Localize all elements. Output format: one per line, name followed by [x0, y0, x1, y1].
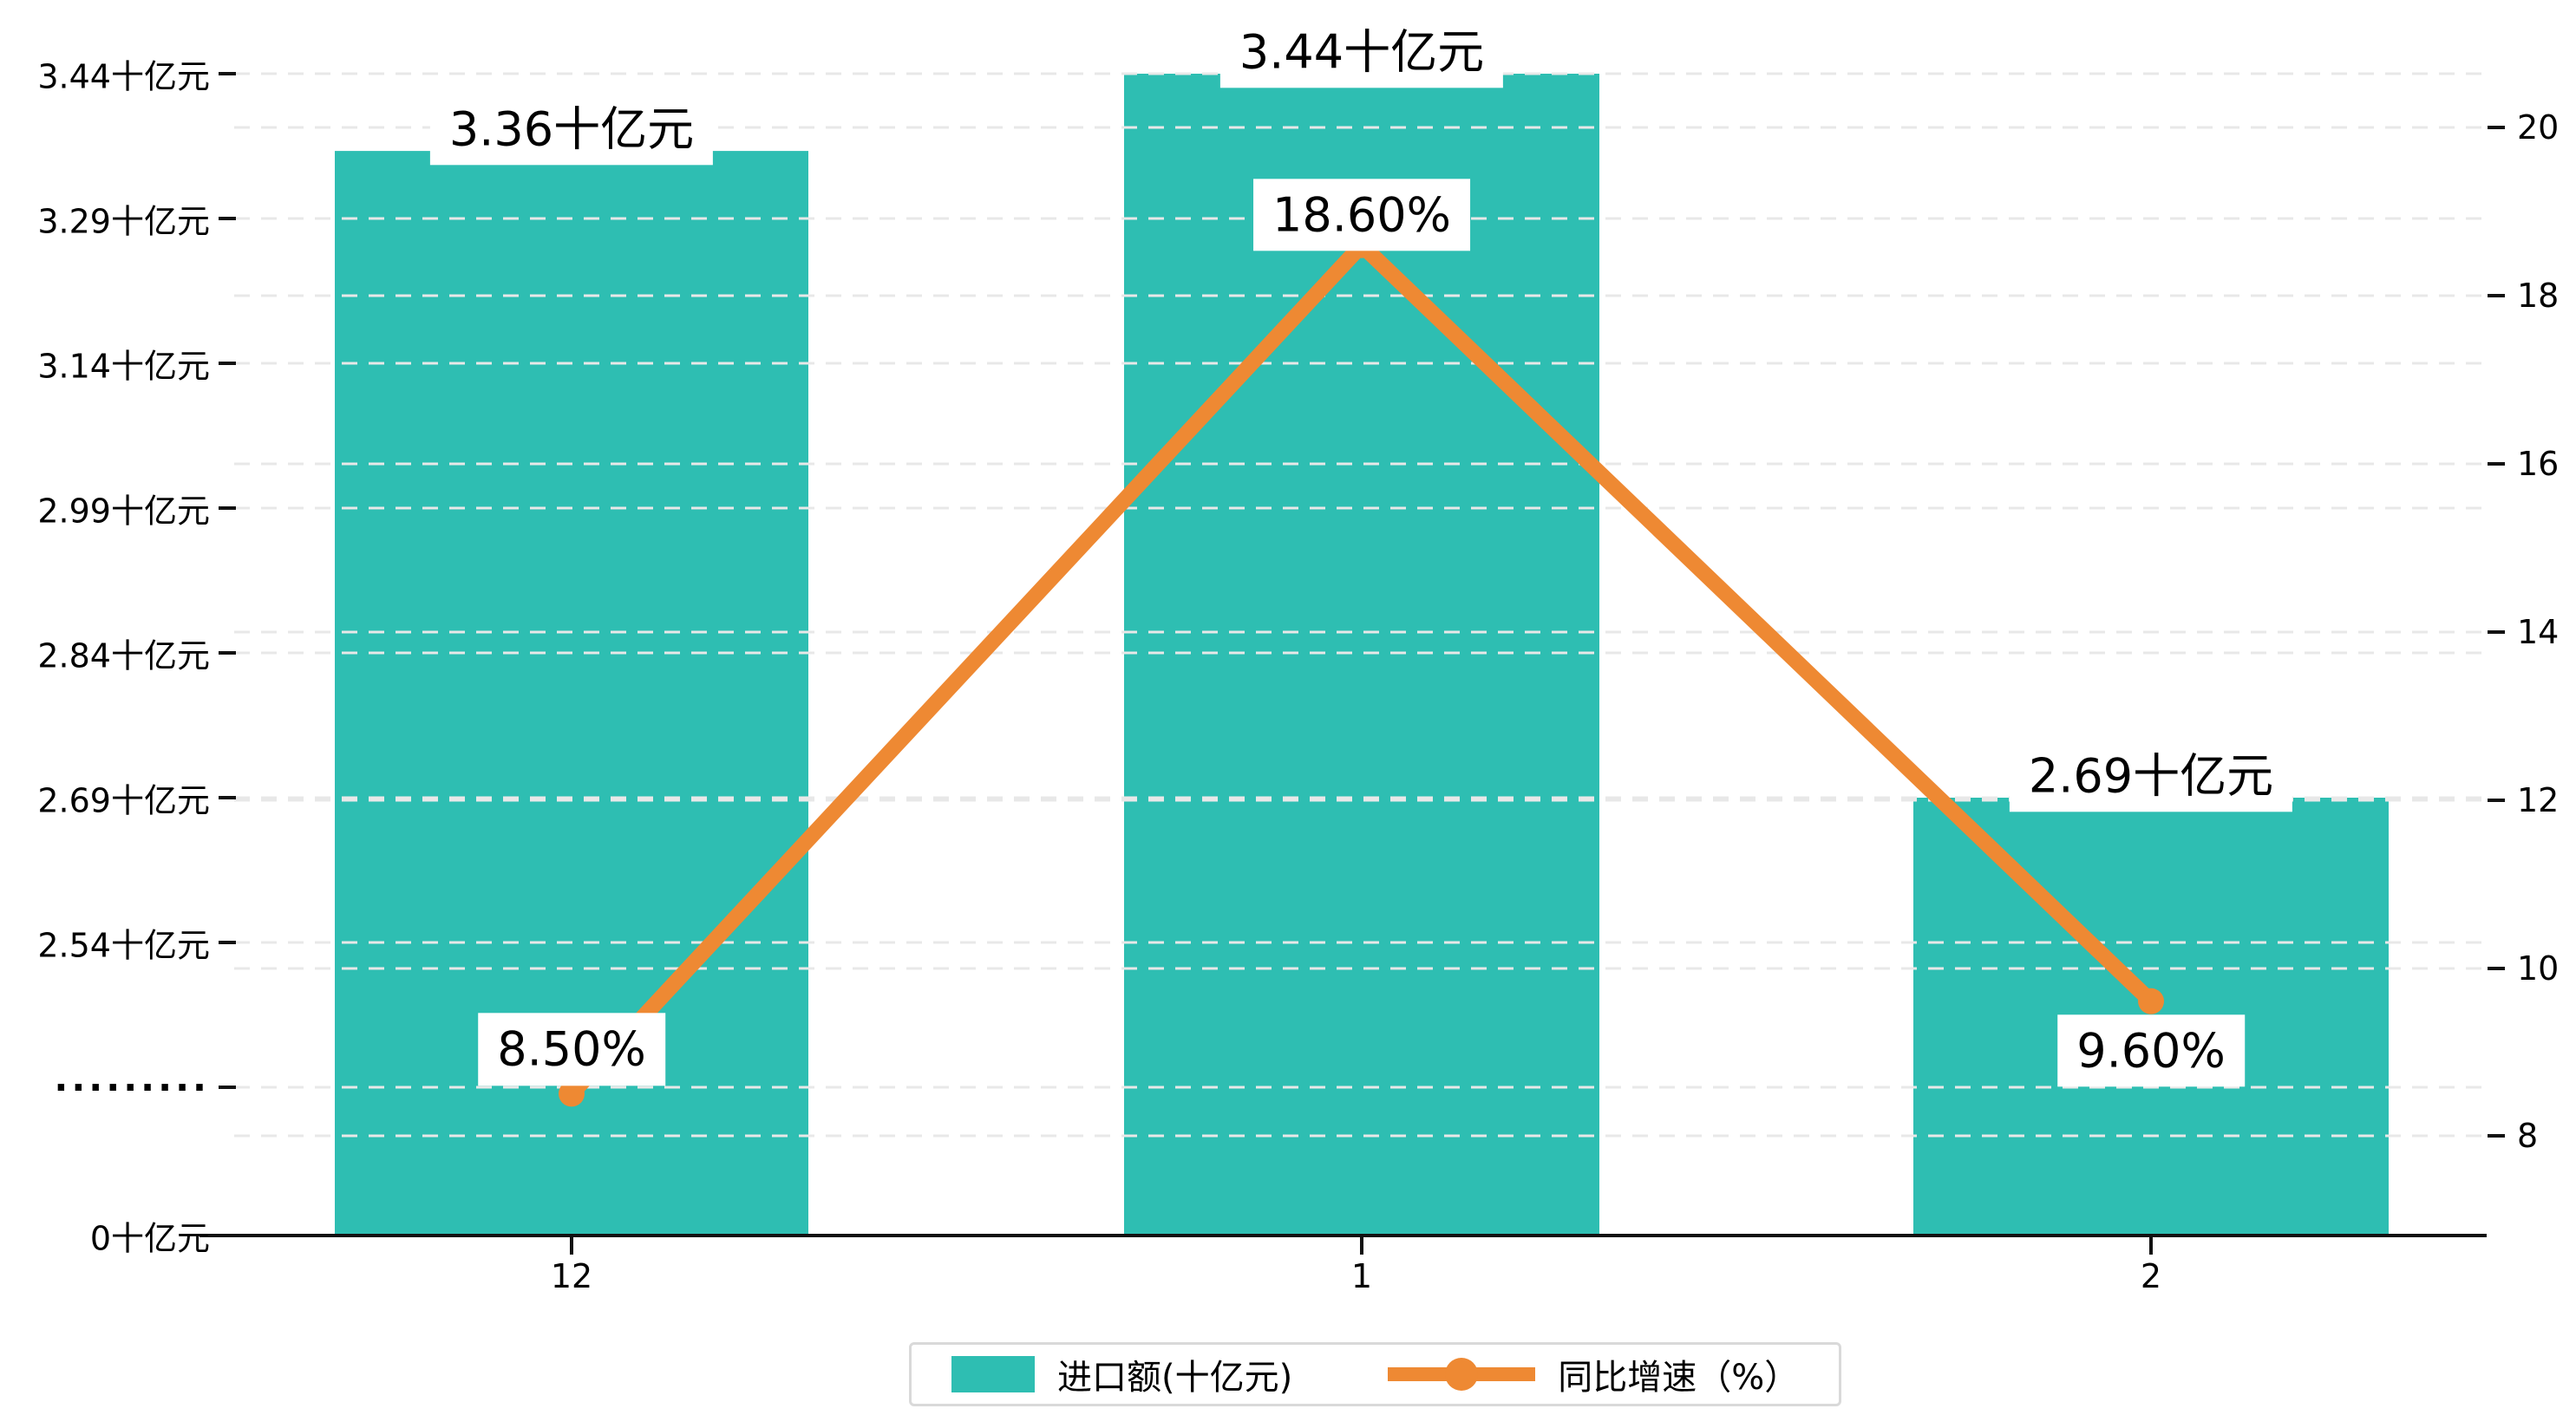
bar-value-label: 2.69十亿元 — [2009, 740, 2293, 812]
right-axis-tick-label: 8 — [2517, 1117, 2539, 1155]
x-axis-category-label: 12 — [550, 1257, 593, 1295]
right-axis-tick-label: 16 — [2517, 445, 2560, 483]
legend-item-imports[interactable]: 进口额(十亿元) — [951, 1349, 1292, 1399]
x-axis-category-label: 1 — [1350, 1257, 1373, 1295]
bar-value-label: 3.44十亿元 — [1219, 16, 1504, 88]
left-axis-tick-label: 2.69十亿元 — [37, 781, 210, 820]
left-axis-tick-label: 3.44十亿元 — [37, 57, 210, 96]
right-axis-tick-label: 20 — [2517, 108, 2560, 147]
right-axis-tick-label: 12 — [2517, 781, 2560, 819]
bar-value-label: 3.36十亿元 — [429, 93, 714, 166]
growth-value-label: 8.50% — [478, 1013, 665, 1086]
line-marker-dot — [1445, 1358, 1479, 1391]
growth-value-label: 18.60% — [1253, 178, 1470, 251]
growth-value-label: 9.60% — [2057, 1014, 2245, 1087]
left-axis-tick-label: 2.54十亿元 — [37, 926, 210, 965]
left-axis-tick-label: 3.29十亿元 — [37, 202, 210, 241]
x-axis-category-label: 2 — [2140, 1257, 2162, 1295]
right-axis-tick-label: 18 — [2517, 277, 2560, 315]
legend: 进口额(十亿元) 同比增速（%） — [909, 1342, 1842, 1406]
left-axis-tick-label: 2.84十亿元 — [37, 636, 210, 675]
legend-label-growth: 同比增速（%） — [1558, 1358, 1800, 1398]
right-axis-tick-label: 14 — [2517, 613, 2560, 651]
right-axis-tick-label: 10 — [2517, 949, 2560, 988]
bar-1[interactable] — [1124, 74, 1599, 1236]
left-axis-tick-label: 2.99十亿元 — [37, 492, 210, 531]
growth-line-marker[interactable] — [2138, 988, 2164, 1014]
legend-label-imports: 进口额(十亿元) — [1057, 1358, 1293, 1398]
legend-item-growth[interactable]: 同比增速（%） — [1388, 1349, 1799, 1399]
growth-line-marker[interactable] — [559, 1080, 585, 1107]
left-axis-tick-label: ········· — [54, 1066, 210, 1109]
left-axis-tick-label: 0十亿元 — [89, 1219, 210, 1258]
left-axis-tick-label: 3.14十亿元 — [37, 347, 210, 386]
line-series-swatch — [1388, 1358, 1536, 1391]
bar-series-swatch — [951, 1356, 1035, 1392]
